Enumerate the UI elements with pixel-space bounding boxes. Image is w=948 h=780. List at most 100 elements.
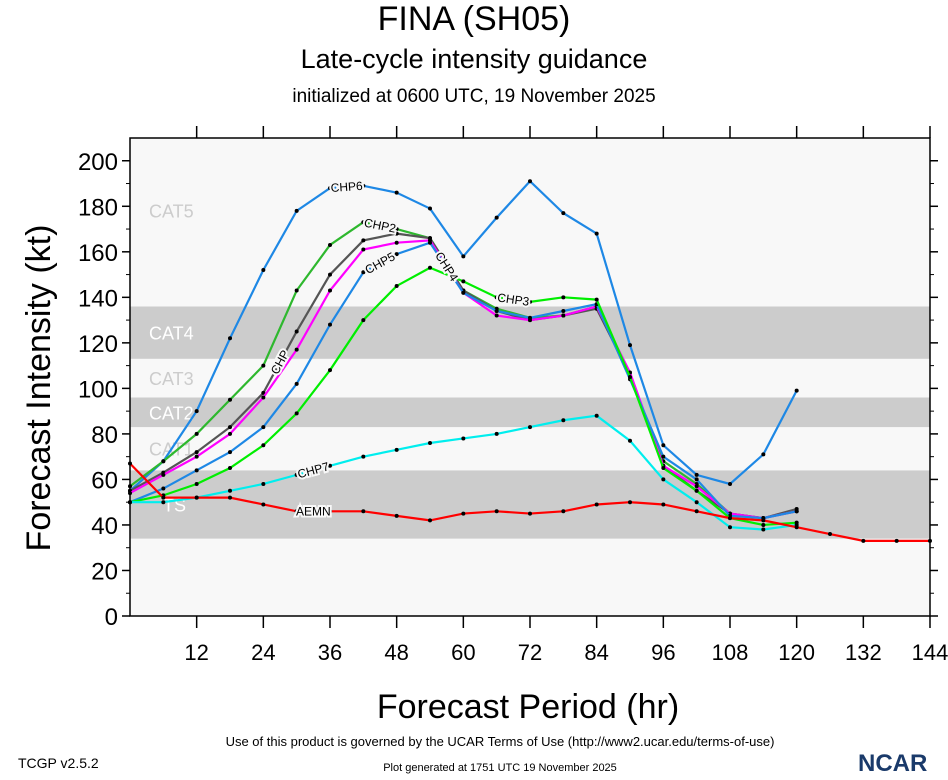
series-chp4-point xyxy=(394,240,399,245)
series-aemn-point xyxy=(161,495,166,500)
series-aemn-point xyxy=(494,509,499,514)
series-chp2-point xyxy=(128,484,132,489)
series-chp4-point xyxy=(328,288,332,293)
series-chp6-point xyxy=(694,472,699,477)
chart-subtitle: Late-cycle intensity guidance xyxy=(300,44,648,74)
series-aemn-point xyxy=(594,502,599,507)
series-aemn-point xyxy=(128,461,132,466)
x-tick-label: 144 xyxy=(912,640,948,665)
y-tick-label: 120 xyxy=(78,331,118,358)
series-chp6-point xyxy=(194,409,199,414)
x-axis-label: Forecast Period (hr) xyxy=(377,688,679,726)
x-tick-label: 36 xyxy=(318,640,342,665)
ncar-logo: NCAR xyxy=(858,750,928,777)
series-chp6-point xyxy=(528,179,532,184)
series-chp5-point xyxy=(161,486,166,491)
series-aemn-point xyxy=(728,516,732,521)
series-chp-point xyxy=(328,272,332,277)
series-chp3-point xyxy=(194,481,199,486)
series-chp6-point xyxy=(228,336,232,341)
series-chp4-point xyxy=(561,313,566,318)
series-chp2-point xyxy=(294,288,299,293)
series-aemn-point xyxy=(361,509,366,514)
series-chp3-point xyxy=(361,318,366,323)
series-chp3-point xyxy=(428,265,432,270)
series-chp3-point xyxy=(461,279,466,284)
series-chp3-point xyxy=(261,443,266,448)
y-tick-label: 60 xyxy=(91,467,118,494)
series-aemn-point xyxy=(761,518,766,523)
series-chp4-point xyxy=(194,454,199,459)
series-chp6-point xyxy=(361,183,366,188)
series-chp3-point xyxy=(528,299,532,304)
series-chp3-point xyxy=(694,488,699,493)
series-chp4-point xyxy=(361,247,366,252)
series-chp6-point xyxy=(461,254,466,259)
series-chp3-point xyxy=(494,295,499,300)
series-chp7-point xyxy=(394,447,399,452)
series-aemn-point xyxy=(228,495,232,500)
y-tick-label: 0 xyxy=(105,604,118,631)
series-chp5-point xyxy=(794,509,799,514)
series-chp5-point xyxy=(428,240,432,245)
series-chp7-point xyxy=(261,481,266,486)
series-chp5-point xyxy=(361,270,366,275)
series-chp4-point xyxy=(261,395,266,400)
band-cat1 xyxy=(130,427,930,471)
series-aemn-point xyxy=(428,518,432,523)
band-cat2 xyxy=(130,397,930,428)
init-time: initialized at 0600 UTC, 19 November 202… xyxy=(292,86,656,107)
series-aemn-point xyxy=(561,509,566,514)
series-chp7-point xyxy=(528,425,532,430)
series-chp7-point xyxy=(594,413,599,418)
series-chp7-point xyxy=(561,418,566,423)
band-label-cat3: CAT3 xyxy=(149,369,194,389)
generated-text: Plot generated at 1751 UTC 19 November 2… xyxy=(383,762,617,774)
series-chp5-point xyxy=(394,252,399,257)
y-tick-label: 100 xyxy=(78,376,118,403)
series-chp6-point xyxy=(394,190,399,195)
series-chp6-point xyxy=(728,481,732,486)
series-chp7-point xyxy=(294,472,299,477)
x-tick-label: 72 xyxy=(518,640,542,665)
series-chp3-point xyxy=(628,375,632,379)
band-ts xyxy=(130,470,930,539)
series-aemn-point xyxy=(794,525,799,530)
series-chp7-point xyxy=(328,463,332,468)
series-aemn-point xyxy=(661,502,666,507)
series-chp4-point xyxy=(294,347,299,352)
series-aemn-point xyxy=(294,509,299,514)
series-chp7-point xyxy=(161,500,166,505)
series-chp6-point xyxy=(661,443,666,448)
series-chp2-point xyxy=(361,220,366,225)
x-tick-label: 96 xyxy=(651,640,675,665)
series-chp7-point xyxy=(128,500,132,505)
series-chp7-point xyxy=(661,477,666,482)
series-aemn-point xyxy=(194,495,199,500)
y-tick-label: 200 xyxy=(78,149,118,176)
series-chp7-point xyxy=(728,525,732,530)
series-chp3-point xyxy=(228,466,232,471)
series-chp5-point xyxy=(561,308,566,313)
band-cat4 xyxy=(130,306,930,359)
series-chp7-point xyxy=(761,527,766,532)
series-chp7-point xyxy=(494,431,499,436)
series-aemn-point xyxy=(628,500,632,505)
series-chp7-point xyxy=(361,454,366,459)
series-chp-point xyxy=(294,329,299,334)
band-label-cat5: CAT5 xyxy=(149,202,194,222)
series-chp2-point xyxy=(394,227,399,232)
series-chp5-point xyxy=(694,477,699,482)
series-chp4-point xyxy=(228,431,232,436)
series-chp-point xyxy=(228,425,232,430)
series-chp5-point xyxy=(328,322,332,327)
series-chp3-point xyxy=(761,522,766,527)
series-chp4-point xyxy=(161,472,166,477)
y-tick-label: 180 xyxy=(78,194,118,221)
series-chp2-point xyxy=(261,363,266,368)
series-chp-point xyxy=(394,231,399,236)
x-tick-label: 132 xyxy=(845,640,882,665)
series-chp-point xyxy=(361,238,366,243)
series-chp6-point xyxy=(428,206,432,211)
